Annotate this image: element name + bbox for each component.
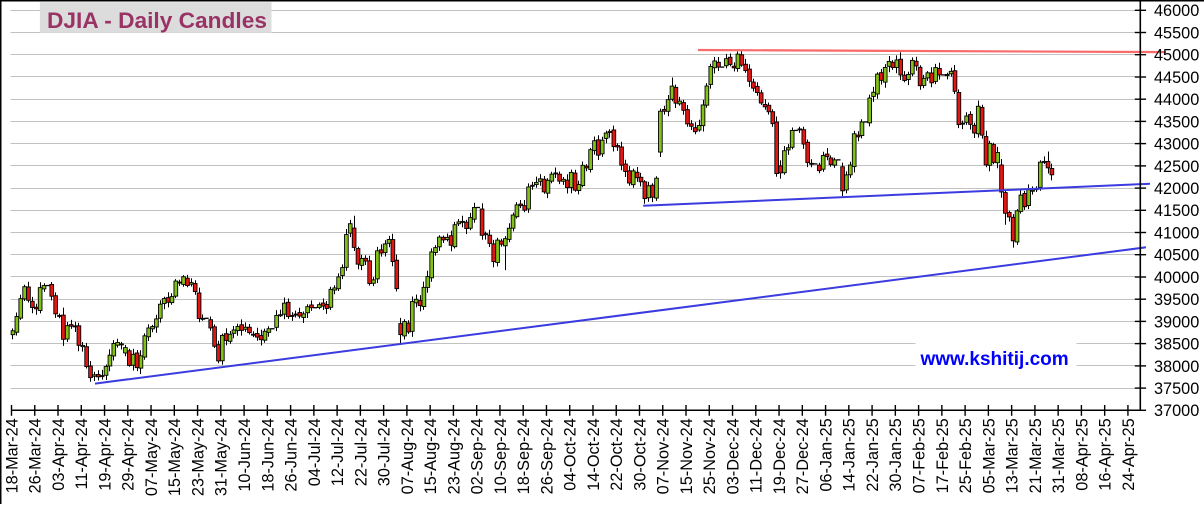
svg-text:10-Jun-24: 10-Jun-24 bbox=[236, 418, 254, 491]
svg-text:04-Jul-24: 04-Jul-24 bbox=[306, 418, 324, 486]
svg-text:29-Apr-24: 29-Apr-24 bbox=[120, 418, 138, 490]
svg-text:07-Nov-24: 07-Nov-24 bbox=[655, 418, 673, 494]
svg-text:26-Mar-24: 26-Mar-24 bbox=[27, 418, 45, 493]
svg-text:43000: 43000 bbox=[1154, 136, 1199, 154]
svg-text:10-Sep-24: 10-Sep-24 bbox=[492, 418, 510, 494]
svg-text:40000: 40000 bbox=[1154, 269, 1199, 287]
svg-text:18-Sep-24: 18-Sep-24 bbox=[515, 418, 533, 494]
svg-text:18-Mar-24: 18-Mar-24 bbox=[3, 418, 21, 493]
svg-text:25-Nov-24: 25-Nov-24 bbox=[701, 418, 719, 494]
svg-text:03-Apr-24: 03-Apr-24 bbox=[50, 418, 68, 490]
svg-text:39000: 39000 bbox=[1154, 313, 1199, 331]
svg-text:www.kshitij.com: www.kshitij.com bbox=[920, 349, 1069, 370]
svg-text:03-Dec-24: 03-Dec-24 bbox=[724, 418, 742, 494]
svg-text:38500: 38500 bbox=[1154, 336, 1199, 354]
svg-text:22-Jul-24: 22-Jul-24 bbox=[352, 418, 370, 486]
svg-text:42500: 42500 bbox=[1154, 158, 1199, 176]
svg-text:38000: 38000 bbox=[1154, 358, 1199, 376]
svg-text:19-Apr-24: 19-Apr-24 bbox=[96, 418, 114, 490]
svg-text:04-Oct-24: 04-Oct-24 bbox=[562, 418, 580, 490]
svg-text:15-May-24: 15-May-24 bbox=[166, 418, 184, 496]
svg-text:39500: 39500 bbox=[1154, 291, 1199, 309]
svg-text:22-Jan-25: 22-Jan-25 bbox=[864, 418, 882, 491]
svg-text:15-Nov-24: 15-Nov-24 bbox=[678, 418, 696, 494]
svg-text:11-Apr-24: 11-Apr-24 bbox=[73, 418, 91, 489]
svg-text:05-Mar-25: 05-Mar-25 bbox=[980, 418, 998, 493]
svg-text:31-May-24: 31-May-24 bbox=[213, 418, 231, 496]
svg-text:12-Jul-24: 12-Jul-24 bbox=[329, 418, 347, 486]
svg-text:18-Jun-24: 18-Jun-24 bbox=[259, 418, 277, 491]
svg-text:17-Feb-25: 17-Feb-25 bbox=[934, 418, 952, 493]
svg-text:31-Mar-25: 31-Mar-25 bbox=[1050, 418, 1068, 493]
svg-text:23-May-24: 23-May-24 bbox=[189, 418, 207, 496]
svg-text:07-May-24: 07-May-24 bbox=[143, 418, 161, 496]
svg-text:13-Mar-25: 13-Mar-25 bbox=[1004, 418, 1022, 493]
svg-text:22-Oct-24: 22-Oct-24 bbox=[608, 418, 626, 490]
svg-text:37000: 37000 bbox=[1154, 402, 1199, 420]
svg-text:37500: 37500 bbox=[1154, 380, 1199, 398]
svg-text:16-Apr-25: 16-Apr-25 bbox=[1097, 418, 1115, 490]
svg-text:42000: 42000 bbox=[1154, 180, 1199, 198]
svg-text:21-Mar-25: 21-Mar-25 bbox=[1027, 418, 1045, 493]
svg-text:26-Sep-24: 26-Sep-24 bbox=[538, 418, 556, 494]
svg-text:44000: 44000 bbox=[1154, 91, 1199, 109]
svg-text:24-Apr-25: 24-Apr-25 bbox=[1120, 418, 1138, 490]
svg-text:15-Aug-24: 15-Aug-24 bbox=[422, 418, 440, 494]
svg-text:30-Jul-24: 30-Jul-24 bbox=[376, 418, 394, 486]
svg-text:14-Oct-24: 14-Oct-24 bbox=[585, 418, 603, 490]
svg-text:08-Apr-25: 08-Apr-25 bbox=[1073, 418, 1091, 490]
svg-text:43500: 43500 bbox=[1154, 113, 1199, 131]
svg-text:45000: 45000 bbox=[1154, 47, 1199, 65]
svg-text:DJIA - Daily Candles: DJIA - Daily Candles bbox=[47, 8, 267, 33]
svg-text:11-Dec-24: 11-Dec-24 bbox=[748, 418, 766, 493]
svg-text:41000: 41000 bbox=[1154, 224, 1199, 242]
svg-text:14-Jan-25: 14-Jan-25 bbox=[841, 418, 859, 491]
svg-text:30-Jan-25: 30-Jan-25 bbox=[887, 418, 905, 491]
svg-text:44500: 44500 bbox=[1154, 69, 1199, 87]
svg-text:46000: 46000 bbox=[1154, 2, 1199, 20]
svg-text:23-Aug-24: 23-Aug-24 bbox=[445, 418, 463, 494]
svg-text:30-Oct-24: 30-Oct-24 bbox=[631, 418, 649, 490]
svg-text:06-Jan-25: 06-Jan-25 bbox=[817, 418, 835, 491]
svg-text:27-Dec-24: 27-Dec-24 bbox=[794, 418, 812, 494]
svg-text:41500: 41500 bbox=[1154, 202, 1199, 220]
svg-text:02-Sep-24: 02-Sep-24 bbox=[469, 418, 487, 494]
svg-text:19-Dec-24: 19-Dec-24 bbox=[771, 418, 789, 494]
svg-text:07-Feb-25: 07-Feb-25 bbox=[911, 418, 929, 493]
svg-text:40500: 40500 bbox=[1154, 247, 1199, 265]
svg-text:26-Jun-24: 26-Jun-24 bbox=[283, 418, 301, 491]
svg-text:25-Feb-25: 25-Feb-25 bbox=[957, 418, 975, 493]
svg-text:07-Aug-24: 07-Aug-24 bbox=[399, 418, 417, 494]
svg-text:45500: 45500 bbox=[1154, 24, 1199, 42]
